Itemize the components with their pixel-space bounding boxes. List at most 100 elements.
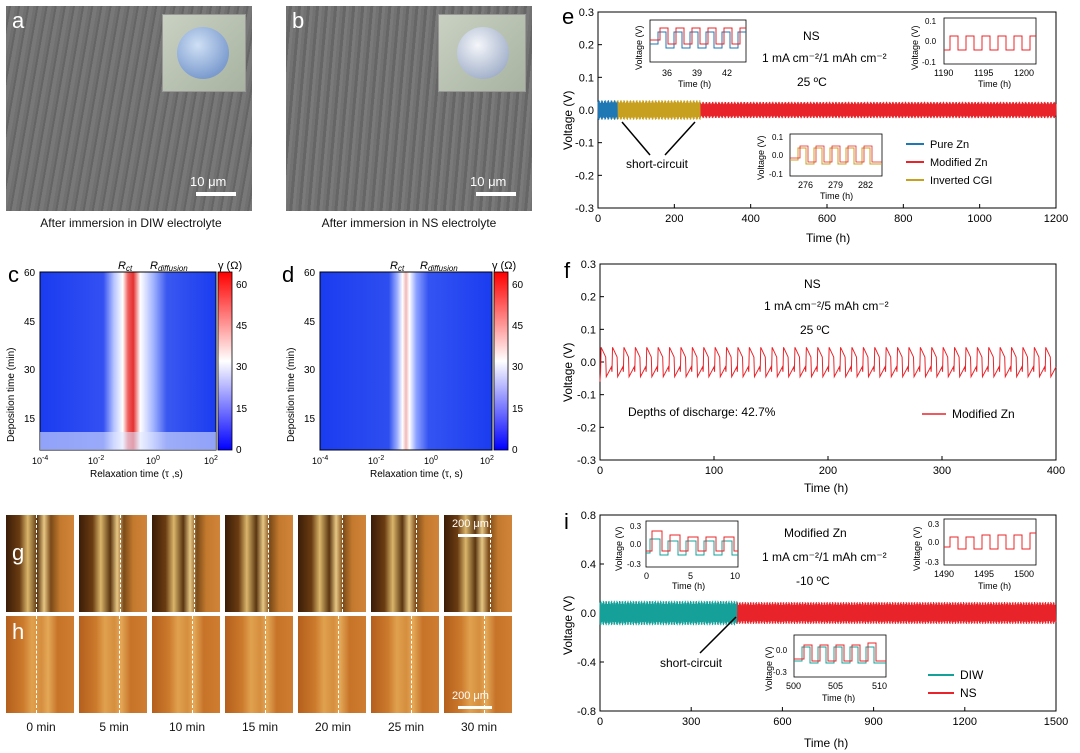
title1-f: NS [804, 277, 821, 291]
ytick-c-30: 30 [24, 365, 36, 376]
inset-i-1-trace-red [646, 530, 738, 552]
inset-i-1-xt2: 10 [730, 571, 740, 581]
ytick-i-2: 0.0 [581, 608, 596, 620]
arrow-e-1 [621, 121, 651, 156]
annot-i: short-circuit [660, 656, 723, 670]
caption-a: After immersion in DIW electrolyte [40, 216, 222, 230]
ytick-i-4: 0.8 [581, 510, 596, 522]
title3-i: -10 ºC [796, 574, 830, 588]
cbar-tick-d-0: 0 [512, 445, 518, 456]
title3-f: 25 ºC [800, 323, 830, 337]
inset-i-1-xl: Time (h) [672, 581, 705, 591]
ytick-d-30: 30 [304, 365, 316, 376]
legend-e-pure: Pure Zn [930, 139, 969, 151]
legend-f-modified: Modified Zn [952, 407, 1015, 421]
gamma-label-c: γ (Ω) [218, 260, 242, 272]
chart-i: i 0 300 600 900 1200 1500 -0.8 -0.4 0.0 0.4 0.8 Vo… [561, 509, 1068, 750]
interface-line-0-0 [36, 515, 37, 612]
ytick-e-4: 0.1 [579, 72, 594, 84]
i-ticks: 0 300 600 900 1200 1500 -0.8 -0.4 0.0 0.4 0.8 [577, 510, 1068, 728]
inset-i-2-xt0: 1490 [934, 569, 954, 579]
e-series [597, 100, 1057, 120]
xtick-e-5: 1000 [967, 213, 991, 225]
micrograph-h-6 [444, 616, 512, 713]
time-label-4: 20 min [314, 720, 352, 734]
time-label-1: 5 min [99, 720, 129, 734]
interface-line-1-0 [36, 616, 37, 713]
cbar-tick-c-3: 45 [236, 321, 248, 332]
ytick-f-1: -0.2 [577, 422, 596, 434]
inset-i-2-xt2: 1500 [1014, 569, 1034, 579]
cbar-tick-c-1: 15 [236, 404, 248, 415]
inset-i-3: 0.0 -0.3 500 505 510 Time (h) Voltage (V… [764, 634, 887, 703]
gamma-label-d: γ (Ω) [492, 260, 516, 272]
zn-disc-photo-a [162, 14, 246, 92]
inset-i-1-yt1: 0.0 [630, 540, 642, 549]
ytick-f-6: 0.3 [581, 259, 596, 271]
inset-e-2-xl: Time (h) [978, 79, 1011, 89]
interface-line-1-5 [411, 616, 412, 713]
micrograph-g-5 [371, 515, 439, 612]
inset-e-1-trace-red [650, 27, 746, 45]
xtick-f-1: 100 [705, 465, 723, 477]
ytick-e-5: 0.2 [579, 40, 594, 52]
legend-i-ns: NS [960, 686, 977, 700]
xtick-i-3: 900 [864, 716, 882, 728]
ytick-f-2: -0.1 [577, 390, 596, 402]
interface-line-1-6 [484, 616, 485, 713]
ytick-f-0: -0.3 [577, 455, 596, 467]
scale-bar-b [476, 192, 516, 196]
panel-label-b: b [292, 8, 305, 33]
inset-i-2-trace [944, 532, 1036, 550]
ytick-c-45: 45 [24, 317, 36, 328]
xlabel-f: Time (h) [804, 481, 848, 495]
xtick-c-1: 10-2 [88, 455, 104, 466]
heatmap-c-white-bottom [40, 432, 216, 450]
xtick-e-0: 0 [595, 213, 601, 225]
inset-i-1-xt1: 5 [688, 571, 693, 581]
ytick-f-3: 0.0 [581, 357, 596, 369]
title2-i: 1 mA cm⁻²/1 mAh cm⁻² [762, 550, 887, 564]
xtick-i-5: 1500 [1044, 716, 1068, 728]
xlabel-i: Time (h) [804, 736, 848, 750]
panel-label-a: a [12, 8, 25, 33]
xtick-i-4: 1200 [953, 716, 977, 728]
micrograph-g-6 [444, 515, 512, 612]
inset-i-2-xl: Time (h) [978, 581, 1011, 591]
xlabel-d: Relaxation time (τ, s) [370, 469, 463, 480]
inset-i-3-yl: Voltage (V) [764, 646, 774, 691]
scale-text-a: 10 μm [190, 174, 227, 189]
panel-label-h: h [12, 619, 25, 644]
zn-disc-a [177, 27, 229, 79]
scale-text-b: 10 μm [470, 174, 507, 189]
inset-e-2-yt0: 0.1 [925, 17, 937, 26]
xtick-i-0: 0 [597, 716, 603, 728]
ytick-e-2: -0.1 [575, 138, 594, 150]
legend-e-cgi: Inverted CGI [930, 175, 992, 187]
inset-i-3-xt1: 505 [828, 681, 843, 691]
interface-line-0-4 [342, 515, 343, 612]
ylabel-d: Deposition time (min) [286, 348, 297, 442]
inset-e-1-xt0: 36 [662, 68, 672, 78]
inset-e-2-xt2: 1200 [1014, 68, 1034, 78]
sem-image-a: a 10 μm [6, 6, 252, 211]
interface-line-1-3 [265, 616, 266, 713]
inset-i-1: 0.3 0.0 -0.3 0 5 10 Time (h) Voltage (V) [614, 520, 740, 591]
cbar-tick-c-2: 30 [236, 362, 248, 373]
inset-e-2-xt0: 1190 [934, 68, 953, 78]
caption-b: After immersion in NS electrolyte [321, 216, 497, 230]
inset-e-3-trace-orange [790, 147, 882, 165]
xtick-c-3: 102 [204, 455, 218, 466]
cbar-tick-d-4: 60 [512, 280, 524, 291]
ylabel-c: Deposition time (min) [6, 348, 17, 442]
inset-e-2-xt1: 1195 [974, 68, 993, 78]
inset-e-2-trace [944, 35, 1036, 51]
series-f-modified [599, 347, 1057, 382]
xtick-e-3: 600 [818, 213, 836, 225]
interface-line-0-1 [120, 515, 121, 612]
xtick-d-1: 10-2 [368, 455, 384, 466]
micrograph-h-1 [79, 616, 147, 713]
scale-bar-h [458, 706, 492, 709]
title3-e: 25 ºC [797, 75, 827, 89]
cbar-tick-c-4: 60 [236, 280, 248, 291]
